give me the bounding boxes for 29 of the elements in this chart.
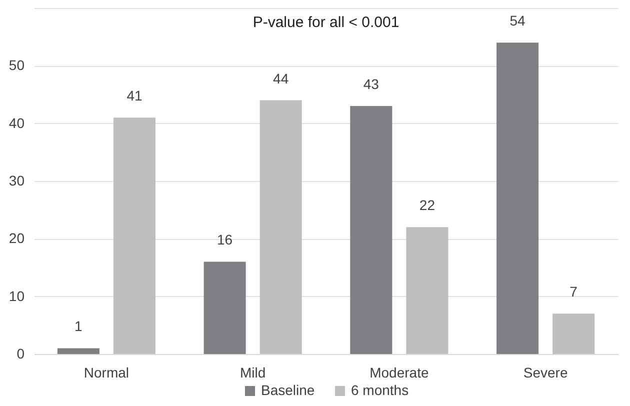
x-tick-label: Severe — [523, 364, 568, 380]
data-label: 43 — [363, 76, 380, 92]
bar — [57, 348, 100, 354]
bar — [496, 42, 539, 354]
data-label: 44 — [273, 70, 289, 86]
bar — [552, 314, 595, 354]
data-label: 41 — [126, 88, 142, 104]
legend-label: 6 months — [351, 382, 409, 398]
data-label: 22 — [419, 197, 436, 214]
data-label: 1 — [74, 318, 83, 334]
bar — [113, 118, 156, 354]
y-tick-label: 20 — [8, 230, 25, 246]
bar — [350, 106, 392, 354]
bar — [260, 100, 302, 354]
data-label: 7 — [570, 284, 578, 300]
data-label: 54 — [510, 12, 526, 29]
chart-title: P-value for all < 0.001 — [252, 14, 400, 31]
bar — [406, 227, 448, 354]
data-label: 16 — [217, 232, 233, 248]
x-tick-label: Normal — [84, 364, 130, 380]
y-tick-label: 10 — [8, 288, 25, 304]
y-tick-label: 50 — [8, 57, 25, 74]
x-tick-label: Mild — [240, 364, 266, 380]
bar — [204, 262, 246, 354]
x-tick-label: Moderate — [370, 364, 429, 380]
y-tick-label: 30 — [8, 172, 25, 188]
y-tick-label: 40 — [8, 114, 25, 131]
legend-label: Baseline — [261, 382, 315, 398]
y-tick-label: 0 — [16, 346, 25, 362]
